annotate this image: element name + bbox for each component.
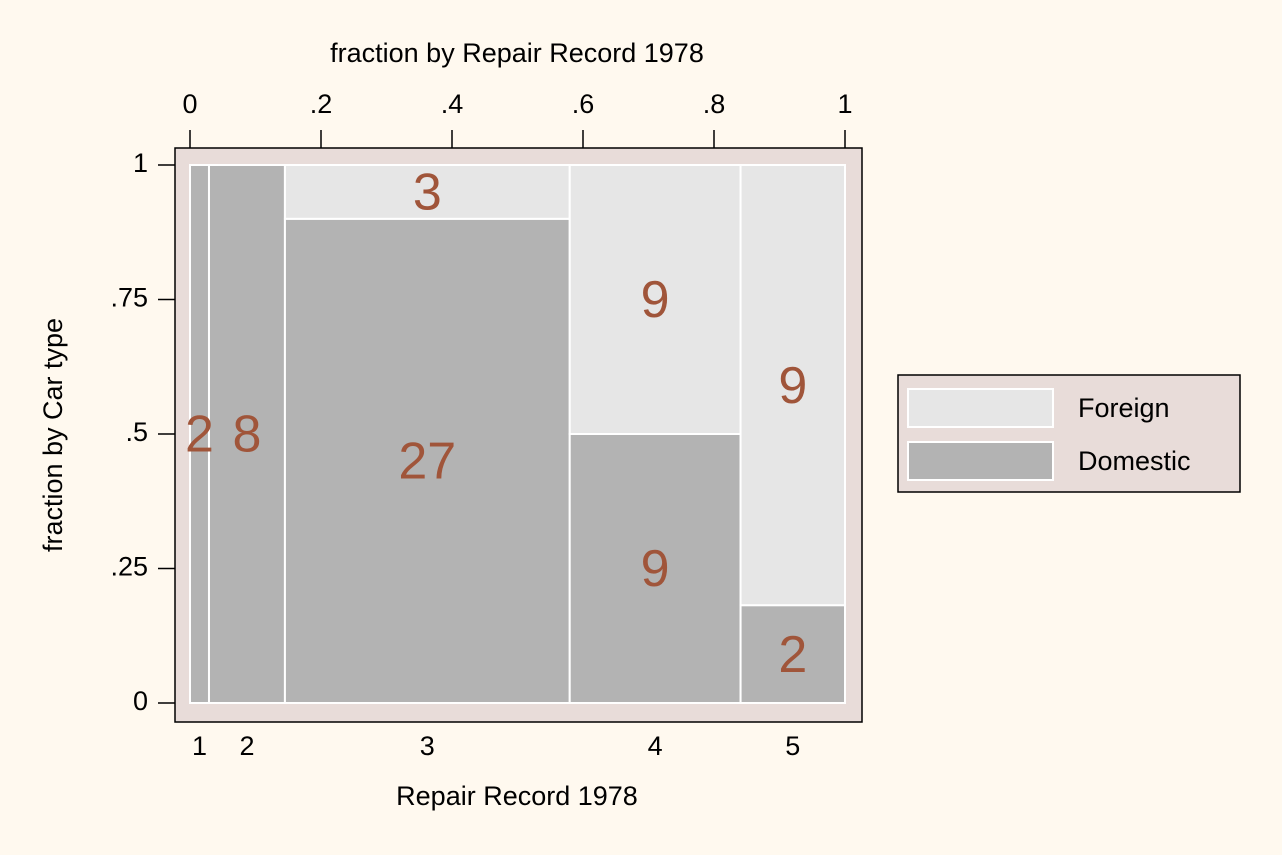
- x-axis-title: Repair Record 1978: [396, 781, 638, 811]
- mosaic-cell: [207, 164, 286, 704]
- value-label: 8: [232, 406, 261, 464]
- y-tick-label: .5: [125, 417, 148, 447]
- x-tick-label: 1: [192, 731, 207, 761]
- x-tick-label: 2: [239, 731, 254, 761]
- x-tick-label: 4: [648, 731, 663, 761]
- y-tick-label: .75: [110, 283, 148, 313]
- y-axis-title: fraction by Car type: [38, 318, 68, 552]
- y-tick-label: .25: [110, 552, 148, 582]
- value-label: 3: [413, 164, 442, 222]
- x-tick-label: 5: [785, 731, 800, 761]
- legend-label: Domestic: [1078, 446, 1191, 476]
- x2-tick-label: .6: [572, 89, 595, 119]
- legend-swatch: [907, 441, 1054, 481]
- value-label: 2: [778, 626, 807, 684]
- x2-tick-label: .8: [703, 89, 726, 119]
- x2-axis-title: fraction by Repair Record 1978: [330, 38, 704, 68]
- value-label: 9: [778, 357, 807, 415]
- value-label: 2: [185, 406, 214, 464]
- x2-tick-label: 1: [837, 89, 852, 119]
- mosaic-cell: [739, 164, 846, 607]
- y-tick-label: 1: [133, 148, 148, 178]
- x2-tick-label: .2: [310, 89, 333, 119]
- y-tick-label: 0: [133, 686, 148, 716]
- value-label: 9: [641, 271, 670, 329]
- mosaic-cell: [283, 217, 571, 705]
- value-label: 27: [398, 433, 456, 491]
- x2-tick-label: 0: [182, 89, 197, 119]
- x-tick-label: 3: [420, 731, 435, 761]
- x2-tick-label: .4: [441, 89, 464, 119]
- value-label: 9: [641, 540, 670, 598]
- legend-label: Foreign: [1078, 393, 1170, 423]
- mosaic-cell: [568, 164, 742, 435]
- legend-swatch: [907, 388, 1054, 428]
